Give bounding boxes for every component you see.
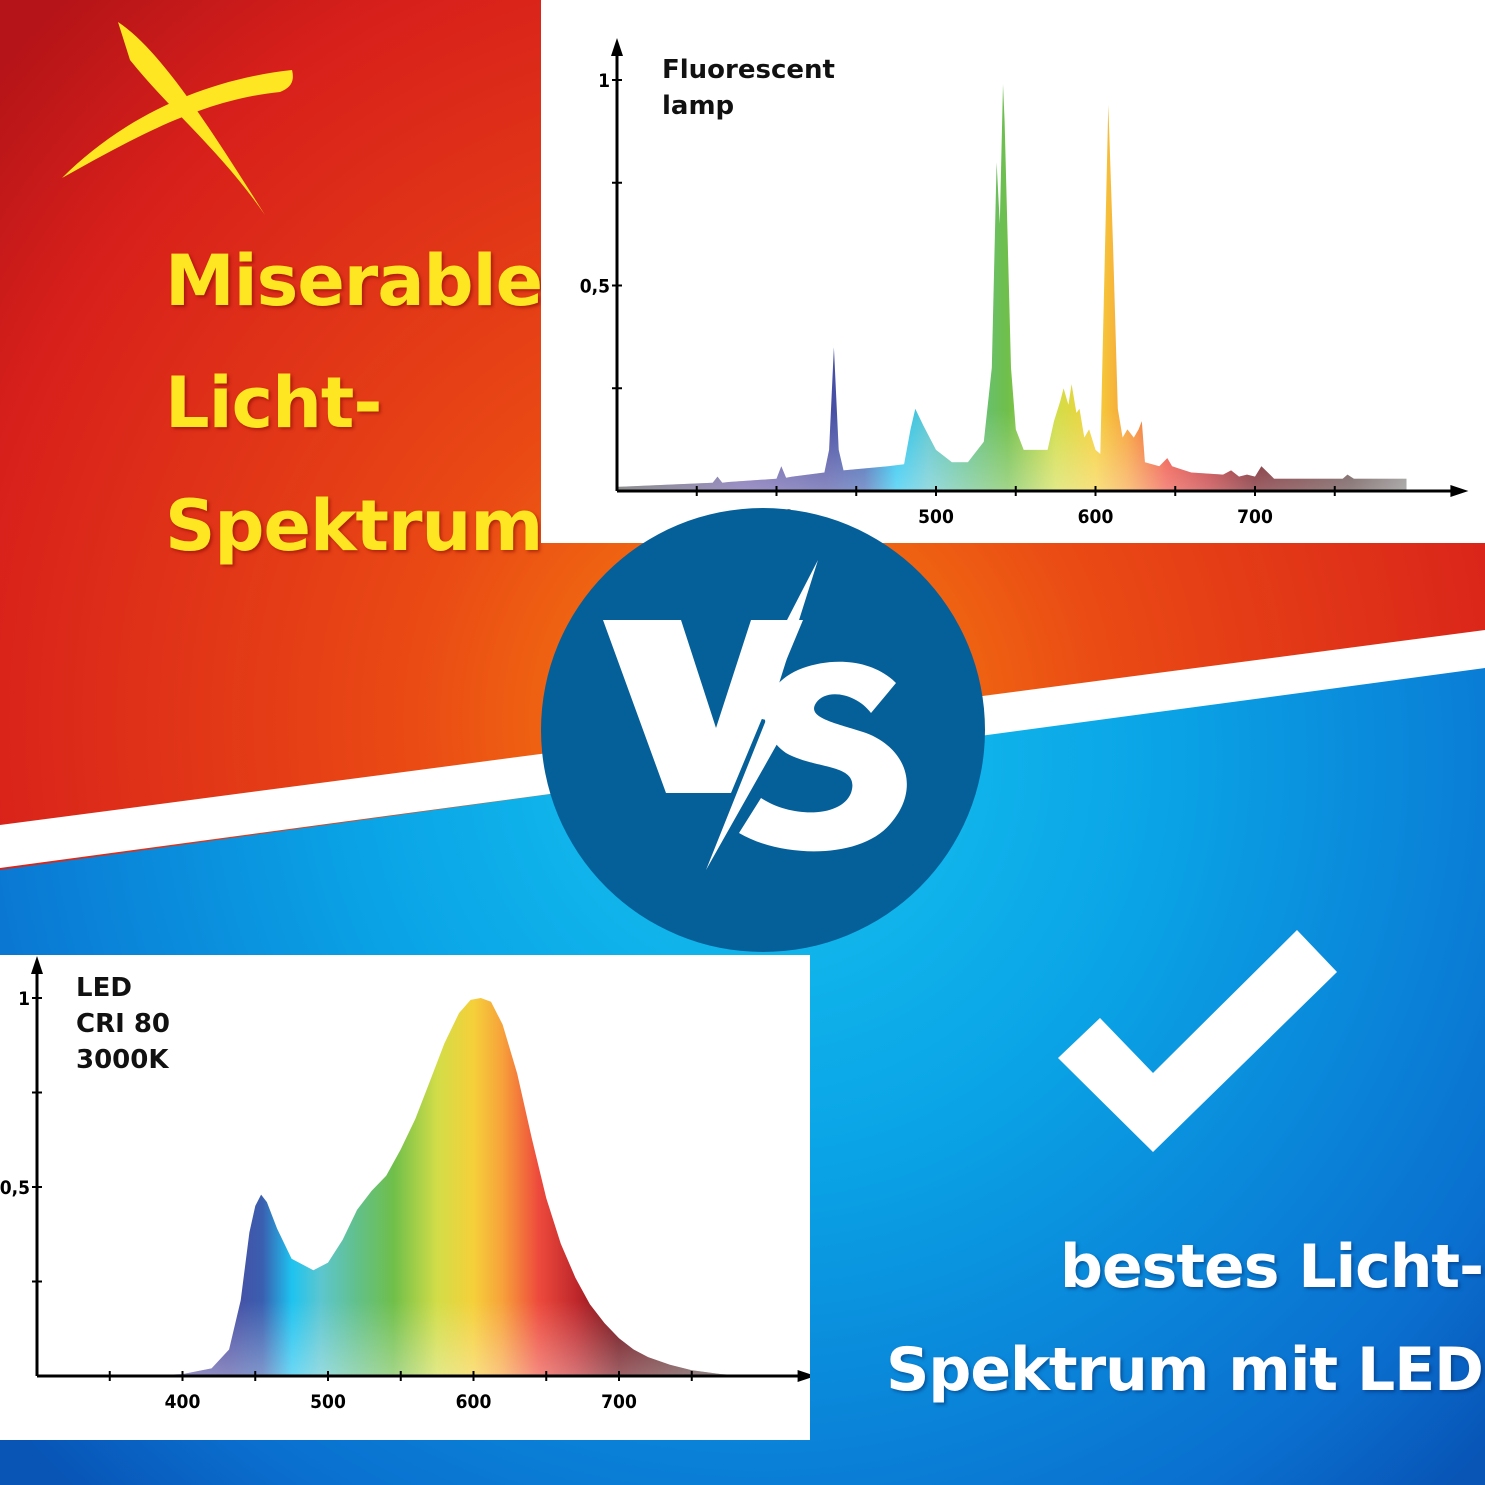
x-tick-label: 500: [310, 1391, 346, 1413]
x-tick-label: 600: [456, 1391, 492, 1413]
led-title-line-2: CRI 80: [76, 1009, 171, 1039]
fluorescent-title-line-1: Fluorescent: [662, 55, 835, 85]
spectrum-area-sheen: [617, 84, 1407, 491]
x-axis-arrow: [797, 1370, 816, 1382]
y-tick-label: 0,5: [0, 1177, 30, 1199]
right-headline-line-1: bestes Licht-: [1060, 1232, 1484, 1302]
x-tick-label: 500: [918, 506, 954, 528]
left-headline-line-3: Spektrum: [165, 485, 543, 567]
y-tick-label: 0,5: [580, 276, 610, 298]
led-spectrum-chart: 400 500 600 700 0,5 1: [0, 956, 816, 1413]
vs-badge: VS: [541, 508, 985, 952]
cross-icon: [62, 22, 293, 215]
led-chart-panel: 400 500 600 700 0,5 1 LED CRI 80 3000K: [0, 955, 816, 1440]
x-tick-label: 700: [1237, 506, 1273, 528]
x-tick-label: 700: [601, 1391, 637, 1413]
led-title-line-3: 3000K: [76, 1045, 169, 1075]
x-tick-label: 600: [1078, 506, 1114, 528]
led-title-line-1: LED: [76, 973, 132, 1003]
checkmark-icon: [1058, 930, 1337, 1152]
y-axis-arrow: [611, 38, 623, 56]
fluorescent-title-line-2: lamp: [662, 91, 735, 121]
left-headline-line-1: Miserables: [165, 240, 584, 322]
vs-lightning-icon: [603, 560, 907, 870]
right-headline-line-2: Spektrum mit LED: [886, 1335, 1484, 1405]
x-axis-arrow: [1450, 485, 1469, 497]
y-axis-arrow: [31, 956, 43, 974]
y-tick-label: 1: [598, 70, 610, 92]
x-tick-label: 400: [165, 1391, 201, 1413]
y-tick-label: 1: [18, 988, 30, 1010]
spectrum-area-sheen: [138, 998, 751, 1376]
left-headline-line-2: Licht-: [165, 362, 382, 444]
